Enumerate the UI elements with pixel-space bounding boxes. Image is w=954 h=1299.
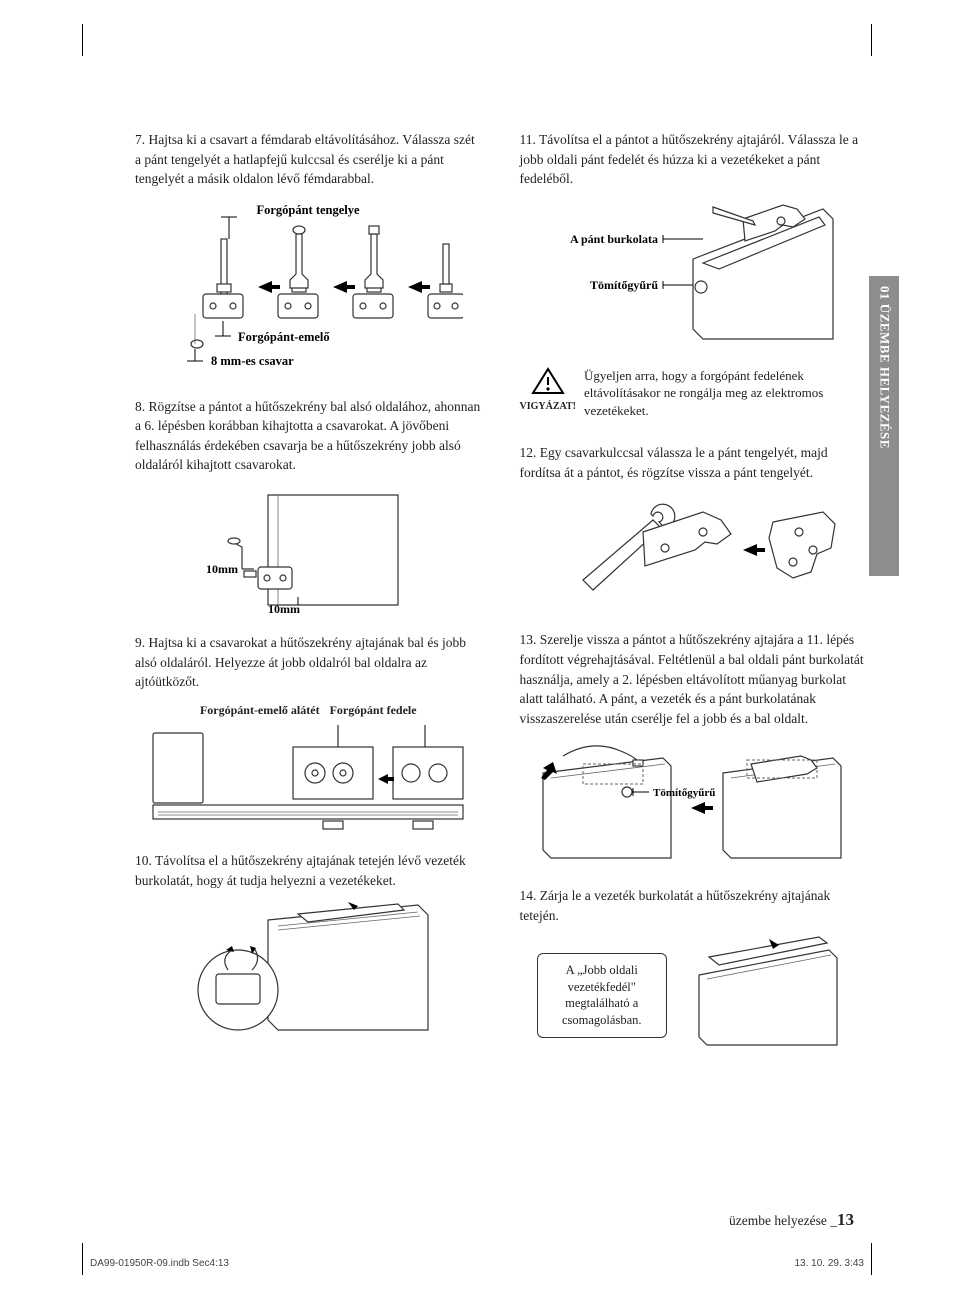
step-10-figure <box>135 900 482 1040</box>
step-10-text: 10. Távolítsa el a hűtőszekrény ajtajána… <box>135 851 482 890</box>
step-8-figure: 10mm 10mm <box>135 485 482 615</box>
caution-block: VIGYÁZAT! Ügyeljen arra, hogy a forgópán… <box>520 367 867 420</box>
label-10mm-a: 10mm <box>206 562 238 576</box>
step-8: 8. Rögzítse a pántot a hűtőszekrény bal … <box>135 397 482 615</box>
label-hinge-cover: Forgópánt fedele <box>330 702 417 719</box>
step-11: 11. Távolítsa el a pántot a hűtőszekrény… <box>520 130 867 349</box>
label-hinge-casing: A pánt burkolata <box>570 232 658 246</box>
label-gasket-11: Tömítőgyűrű <box>590 278 658 292</box>
caution-text: Ügyeljen arra, hogy a forgópánt fedeléne… <box>584 367 866 420</box>
label-hinge-axis: Forgópánt tengelye <box>257 203 361 217</box>
step-9-figure: Forgópánt-emelő alátét Forgópánt fedele <box>135 702 482 833</box>
step-9-text: 9. Hajtsa ki a csavarokat a hűtőszekrény… <box>135 633 482 692</box>
page-footer: üzembe helyezése _13 <box>729 1208 854 1233</box>
step-12-figure <box>520 492 867 612</box>
step-7-figure: Forgópánt tengelye <box>135 199 482 379</box>
imprint-left: DA99-01950R-09.indb Sec4:13 <box>90 1257 229 1272</box>
step-13-figure: Tömítőgyűrű <box>520 738 867 868</box>
step-12: 12. Egy csavarkulccsal válassza le a pán… <box>520 443 867 612</box>
note-box: A „Jobb oldali vezetékfedél" megtalálhat… <box>537 953 667 1039</box>
left-column: 7. Hajtsa ki a csavart a fémdarab eltávo… <box>135 130 482 1073</box>
label-10mm-b: 10mm <box>268 602 300 615</box>
step-14: 14. Zárja le a vezeték burkolatát a hűtő… <box>520 886 867 1055</box>
step-7-text: 7. Hajtsa ki a csavart a fémdarab eltávo… <box>135 130 482 189</box>
step-13-text: 13. Szerelje vissza a pántot a hűtőszekr… <box>520 630 867 728</box>
step-14-figure: A „Jobb oldali vezetékfedél" megtalálhat… <box>520 935 867 1055</box>
step-14-text: 14. Zárja le a vezeték burkolatát a hűtő… <box>520 886 867 925</box>
step-13: 13. Szerelje vissza a pántot a hűtőszekr… <box>520 630 867 868</box>
step-7: 7. Hajtsa ki a csavart a fémdarab eltávo… <box>135 130 482 379</box>
label-hinge-washer: Forgópánt-emelő alátét <box>200 702 320 719</box>
caution-label: VIGYÁZAT! <box>520 400 576 415</box>
label-gasket-13: Tömítőgyűrű <box>653 787 715 799</box>
step-11-figure: A pánt burkolata Tömítőgyűrű <box>520 199 867 349</box>
step-8-text: 8. Rögzítse a pántot a hűtőszekrény bal … <box>135 397 482 475</box>
footer-title: üzembe helyezése _ <box>729 1213 837 1228</box>
footer-page: 13 <box>837 1210 854 1229</box>
caution-icon: VIGYÁZAT! <box>520 367 576 415</box>
step-9: 9. Hajtsa ki a csavarokat a hűtőszekrény… <box>135 633 482 833</box>
step-10: 10. Távolítsa el a hűtőszekrény ajtajána… <box>135 851 482 1040</box>
label-8mm-screw: 8 mm-es csavar <box>211 354 294 368</box>
label-hinge-lift: Forgópánt-emelő <box>238 330 330 344</box>
step-12-text: 12. Egy csavarkulccsal válassza le a pán… <box>520 443 867 482</box>
right-column: 11. Távolítsa el a pántot a hűtőszekrény… <box>520 130 867 1073</box>
imprint-right: 13. 10. 29. 3:43 <box>794 1257 864 1272</box>
imprint-line: DA99-01950R-09.indb Sec4:13 13. 10. 29. … <box>90 1257 864 1272</box>
step-11-text: 11. Távolítsa el a pántot a hűtőszekrény… <box>520 130 867 189</box>
